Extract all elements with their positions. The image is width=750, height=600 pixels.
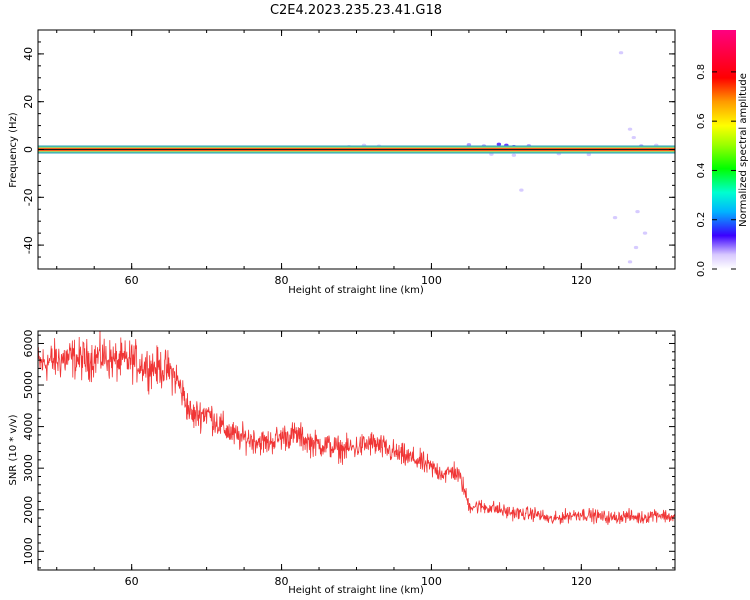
spectrogram-panel: 60 80 100 120 -40 -20 0 20 40 Height of straigh…	[8, 29, 676, 296]
spectrogram-point	[631, 135, 636, 140]
y-tick-label: 4000	[22, 413, 35, 441]
snr-x-axis-label: Height of straight line (km)	[288, 585, 424, 596]
colorbar-tick-label: 0.0	[696, 261, 707, 277]
colorbar-ticks: 0.0 0.2 0.4 0.6 0.8	[696, 64, 736, 277]
y-tick-label: 1000	[22, 537, 35, 565]
x-tick-label: 120	[571, 274, 592, 287]
snr-y-ticks: 1000 2000 3000 4000 5000 6000	[22, 329, 675, 569]
x-tick-label: 80	[275, 575, 289, 588]
y-tick-label: 40	[22, 47, 35, 61]
x-tick-label: 60	[125, 575, 139, 588]
y-tick-label: 6000	[22, 329, 35, 357]
colorbar-gradient	[712, 30, 736, 269]
y-tick-label: -40	[22, 236, 35, 254]
page-title: C2E4.2023.235.23.41.G18	[270, 3, 442, 18]
colorbar-label: Normalized spectral amplitude	[738, 73, 749, 227]
spectrogram-point	[511, 153, 517, 157]
x-tick-label: 100	[421, 274, 442, 287]
colorbar-tick-label: 0.4	[696, 162, 707, 178]
spectrogram-point	[496, 142, 502, 146]
colorbar-tick-label: 0.8	[696, 64, 707, 80]
snr-plot-area	[38, 331, 675, 570]
x-tick-label: 120	[571, 575, 592, 588]
spectrogram-point	[635, 210, 640, 214]
spectrogram-point	[627, 260, 633, 264]
spectrogram-point	[519, 188, 524, 192]
snr-x-ticks: 60 80 100 120	[56, 331, 657, 588]
x-tick-label: 100	[421, 575, 442, 588]
spectrogram-point	[586, 152, 592, 157]
band-centerline	[38, 149, 675, 150]
spectrogram-x-axis-label: Height of straight line (km)	[288, 285, 424, 296]
y-tick-label: 3000	[22, 454, 35, 482]
spectrogram-y-axis-label: Frequency (Hz)	[8, 112, 19, 188]
snr-line	[38, 331, 675, 525]
y-tick-label: -20	[22, 188, 35, 206]
spectrogram-point	[627, 127, 633, 131]
spectrogram-point	[633, 245, 639, 250]
colorbar: 0.0 0.2 0.4 0.6 0.8 Normalized spectral ampl…	[696, 30, 749, 277]
y-tick-label: 2000	[22, 496, 35, 524]
x-tick-label: 60	[125, 274, 139, 287]
colorbar-tick-label: 0.6	[696, 113, 707, 129]
spectrogram-point	[642, 231, 648, 235]
colorbar-tick-label: 0.2	[696, 212, 707, 228]
y-tick-label: 0	[22, 146, 35, 153]
spectrogram-point	[618, 51, 624, 55]
snr-series	[38, 331, 675, 525]
spectrogram-point	[612, 216, 618, 220]
y-tick-label: 5000	[22, 371, 35, 399]
snr-panel: 60 80 100 120 1000 2000 3000 4000 5000 6000 Heig…	[8, 329, 676, 596]
y-tick-label: 20	[22, 95, 35, 109]
snr-y-axis-label: SNR (10 * v/v)	[8, 414, 19, 485]
spectrogram-y-ticks: -40 -20 0 20 40	[22, 41, 675, 258]
spectrogram-band	[38, 145, 675, 154]
x-tick-label: 80	[275, 274, 289, 287]
spectrogram-x-ticks: 60 80 100 120	[56, 30, 657, 287]
